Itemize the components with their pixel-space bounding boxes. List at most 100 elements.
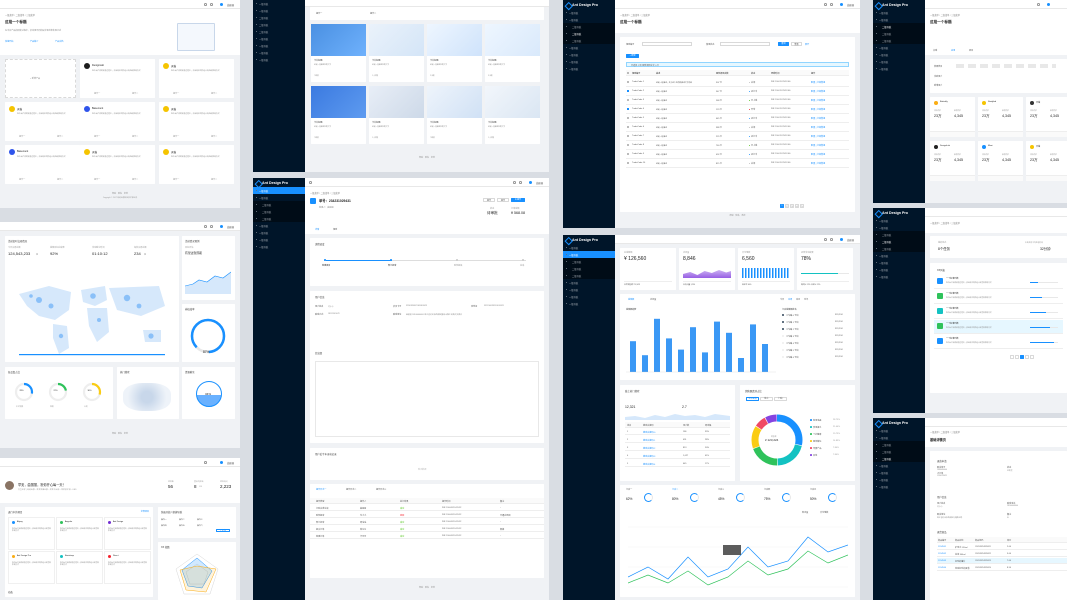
log-tab-3[interactable]: 操作日志三 [376, 489, 387, 491]
sidebar-item[interactable]: 一级导航 [253, 229, 305, 236]
card-action-2[interactable]: 操作二 [211, 136, 218, 138]
search-cell[interactable]: 搜索关键词-0 [643, 431, 656, 434]
footer-terms[interactable]: 条款 [123, 193, 128, 195]
sidebar-item[interactable]: 二级导航 [253, 28, 305, 35]
avatar[interactable] [839, 237, 843, 241]
card-action-1[interactable]: 操作一 [173, 93, 180, 95]
sidebar-item[interactable]: 一级导航 [563, 279, 615, 286]
sidebar-item[interactable]: 一级导航 [873, 434, 925, 441]
sidebar-item[interactable]: 一级导航 [253, 243, 305, 250]
checkbox[interactable] [627, 135, 630, 138]
tab-apps[interactable]: 应用 [951, 50, 956, 52]
reset-button[interactable]: 重置 [791, 42, 802, 46]
nav-link[interactable]: 操作二 [179, 519, 185, 521]
footer-help[interactable]: 帮助 [112, 433, 117, 435]
sidebar-item[interactable]: 二级导航 [873, 441, 925, 448]
range-link[interactable]: 本月 [796, 299, 801, 301]
sidebar-item[interactable]: 二级导航 [253, 201, 305, 208]
sidebar-item[interactable]: 一级导航 [873, 44, 925, 51]
checkbox[interactable] [627, 153, 630, 156]
card-action-1[interactable]: 操作一 [94, 179, 101, 181]
cover-card[interactable]: 卡片标题 这是一段描述性的文字 1 小时前 [369, 86, 424, 144]
status-select[interactable] [720, 42, 770, 46]
project-item[interactable]: React 在中台产品的研发过程中，会出现不同的设计规范和实现方式 [104, 551, 151, 584]
row-actions[interactable]: 配置 | 订阅警报 [811, 154, 826, 157]
page-button[interactable]: 2 [785, 204, 789, 208]
bell-icon[interactable] [210, 225, 213, 228]
table-row[interactable]: TradeCode 7 这是一段描述 229 万 运行中 2017-10-31 23:1… [626, 132, 849, 141]
checkbox[interactable] [627, 117, 630, 120]
search-icon[interactable] [513, 181, 516, 184]
new-button[interactable]: + 新建 [626, 54, 639, 58]
sidebar-item[interactable]: 一级导航 [563, 44, 615, 51]
user-name[interactable]: 曲丽丽 [847, 240, 854, 242]
sidebar-item[interactable]: 二级导航 [873, 455, 925, 462]
checkbox[interactable] [627, 90, 630, 93]
sidebar-item[interactable]: 一级导航 [873, 9, 925, 16]
card-action-1[interactable]: 操作一 [19, 136, 26, 138]
product-card[interactable]: 天猫 在中台产品的研发过程中，会出现不同的设计规范和实现方式 操作一 操作二 [80, 145, 155, 184]
search-icon[interactable] [824, 3, 827, 6]
page-button[interactable] [1025, 355, 1029, 359]
bell-icon[interactable] [830, 3, 833, 6]
sidebar-item[interactable]: 一级导航 [253, 49, 305, 56]
project-item[interactable]: Ant Design Pro 在中台产品的研发过程中，会出现不同的设计规范和实现方… [8, 551, 55, 584]
sidebar-item[interactable]: 一级导航 [253, 187, 305, 194]
sidebar-item[interactable]: 一级导航 [253, 0, 305, 7]
store-tab[interactable]: 门店五 [810, 489, 817, 491]
sidebar-item[interactable]: 二级导航 [253, 215, 305, 222]
sidebar-item[interactable]: 二级导航 [563, 23, 615, 30]
sidebar-item[interactable]: 一级导航 [563, 251, 615, 258]
sidebar-item[interactable]: 一级导航 [873, 469, 925, 476]
search-icon[interactable] [204, 3, 207, 6]
sidebar-item[interactable]: 一级导航 [873, 16, 925, 23]
category-tab[interactable]: 线上 [760, 397, 773, 401]
footer-help[interactable]: 帮助 [112, 193, 117, 195]
checkbox[interactable] [627, 81, 630, 84]
row-actions[interactable]: 配置 | 订阅警报 [811, 100, 826, 103]
search-icon[interactable] [824, 238, 827, 241]
row-actions[interactable]: 配置 | 订阅警报 [811, 145, 826, 148]
avatar[interactable] [1046, 2, 1050, 6]
sidebar-item[interactable]: 一级导航 [253, 222, 305, 229]
avatar[interactable] [219, 2, 223, 6]
list-item[interactable]: 一个标准列表 在中台产品的研发过程中，会出现不同的设计规范和实现方式 [934, 290, 1063, 304]
table-row[interactable]: TradeCode 6 这是一段描述 388 万 关闭 2017-10-31 23:12… [626, 123, 849, 132]
sidebar-item[interactable]: 二级导航 [563, 30, 615, 37]
sidebar-item[interactable]: 一级导航 [253, 7, 305, 14]
tab-sales[interactable]: 销售额 [628, 299, 635, 301]
sidebar-item[interactable]: 一级导航 [873, 476, 925, 483]
search-cell[interactable]: 搜索关键词-3 [643, 455, 656, 458]
avatar[interactable] [219, 224, 223, 228]
row-actions[interactable]: 配置 | 订阅警报 [811, 127, 826, 130]
row-actions[interactable]: 配置 | 订阅警报 [811, 109, 826, 112]
checkbox[interactable] [627, 108, 630, 111]
footer-privacy[interactable]: 隐私 [424, 157, 430, 159]
footer-help[interactable]: 帮助 [419, 157, 424, 159]
sidebar-item[interactable]: 一级导航 [563, 51, 615, 58]
card-action-1[interactable]: 操作一 [19, 179, 26, 181]
table-row[interactable]: TradeCode 8 这是一段描述 760 万 已上线 2017-10-31 23:1… [626, 141, 849, 150]
avatar[interactable] [219, 460, 223, 464]
table-row[interactable]: TradeCode 5 这是一段描述 645 万 运行中 2017-10-31 23:1… [626, 114, 849, 123]
page-button[interactable]: 3 [790, 204, 794, 208]
tab-rules[interactable]: 规则 [333, 229, 338, 231]
range-link[interactable]: 今日 [780, 299, 785, 301]
goods-cell[interactable]: 1234563 [938, 559, 947, 562]
sidebar-item[interactable]: 一级导航 [253, 35, 305, 42]
product-card[interactable]: 天猫 在中台产品的研发过程中，会出现不同的设计规范和实现方式 操作一 操作二 [5, 102, 80, 141]
card-action-1[interactable]: 操作一 [173, 179, 180, 181]
cover-card[interactable]: 卡片标题 这是一段描述性的文字 几秒前 [311, 24, 366, 82]
sidebar-item[interactable]: 一级导航 [873, 273, 925, 280]
project-item[interactable]: Angular 在中台产品的研发过程中，会出现不同的设计规范和实现方式 [56, 517, 103, 550]
sidebar-item[interactable]: 二级导航 [563, 265, 615, 272]
nav-link[interactable]: 操作六 [197, 525, 203, 527]
sidebar-item[interactable]: 一级导航 [253, 56, 305, 63]
product-card[interactable]: Basement 在中台产品的研发过程中，会出现不同的设计规范和实现方式 操作一 操作… [80, 102, 155, 141]
card-action-2[interactable]: 操作二 [211, 93, 218, 95]
user-name[interactable]: 曲丽丽 [227, 5, 234, 7]
nav-link[interactable]: 操作三 [197, 519, 203, 521]
sidebar-item[interactable]: 一级导航 [563, 16, 615, 23]
sidebar-item[interactable]: 一级导航 [873, 252, 925, 259]
bell-icon[interactable] [830, 238, 833, 241]
